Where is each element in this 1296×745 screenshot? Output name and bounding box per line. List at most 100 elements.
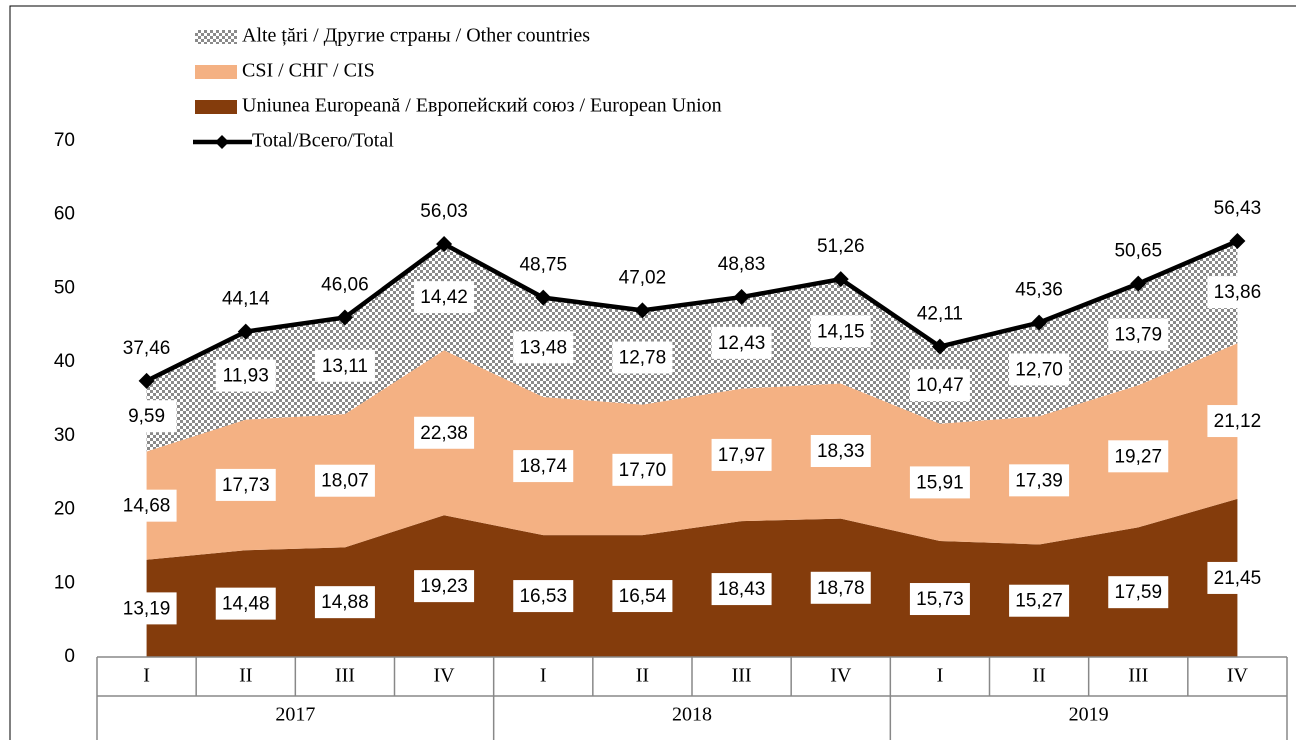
- data-label: 14,88: [321, 592, 369, 613]
- label-box: [116, 400, 177, 433]
- label-box: [414, 281, 475, 314]
- label-box: [314, 464, 375, 497]
- total-marker: [436, 235, 453, 252]
- label-box: [810, 315, 871, 348]
- data-label: 19,27: [1114, 446, 1162, 467]
- data-label: 15,27: [1015, 591, 1063, 612]
- label-box: [909, 466, 970, 499]
- label-box: [909, 369, 970, 402]
- x-tick-label: II: [1032, 665, 1045, 687]
- data-label: 48,75: [519, 255, 567, 276]
- data-label: 21,45: [1214, 568, 1262, 589]
- legend-label: Uniunea Europeană / Европейский союз / E…: [242, 95, 722, 117]
- label-box: [314, 349, 375, 382]
- data-label: 13,11: [322, 356, 368, 377]
- label-box: [810, 571, 871, 604]
- label-box: [513, 580, 574, 613]
- label-box: [1108, 318, 1169, 351]
- total-marker: [1130, 275, 1147, 292]
- label-box: [612, 341, 673, 374]
- data-label: 50,65: [1114, 241, 1162, 262]
- data-label: 11,93: [223, 366, 269, 387]
- data-label: 19,23: [420, 576, 468, 597]
- data-label: 21,12: [1214, 411, 1262, 432]
- year-label: 2017: [275, 704, 315, 726]
- x-tick-label: III: [335, 665, 355, 687]
- data-label: 9,59: [128, 406, 165, 427]
- data-label: 14,68: [123, 496, 171, 517]
- data-label: 13,48: [519, 337, 567, 358]
- data-label: 16,53: [519, 586, 567, 607]
- x-tick-label: I: [143, 665, 150, 687]
- x-tick-label: II: [636, 665, 649, 687]
- data-label: 14,15: [817, 321, 865, 342]
- label-box: [711, 326, 772, 359]
- data-label: 12,78: [619, 348, 667, 369]
- label-box: [1009, 464, 1070, 497]
- legend-swatch: [195, 100, 237, 114]
- label-box: [215, 468, 276, 501]
- total-marker: [237, 323, 254, 340]
- label-box: [116, 489, 177, 522]
- label-box: [1207, 405, 1268, 438]
- total-marker: [931, 338, 948, 355]
- area: [146, 343, 1238, 560]
- total-marker: [1229, 233, 1246, 250]
- data-label: 13,19: [123, 598, 171, 619]
- data-label: 12,43: [718, 333, 766, 354]
- label-box: [513, 450, 574, 483]
- data-label: 17,70: [619, 460, 667, 481]
- label-box: [116, 592, 177, 625]
- total-marker: [1031, 314, 1048, 331]
- label-box: [414, 416, 475, 449]
- frame: [9, 5, 1296, 745]
- total-marker: [535, 289, 552, 306]
- data-label: 15,91: [916, 472, 964, 493]
- y-tick-label: 40: [54, 351, 75, 372]
- label-box: [414, 570, 475, 603]
- data-label: 17,73: [222, 475, 270, 496]
- y-tick-label: 30: [54, 425, 75, 446]
- data-label: 18,07: [321, 471, 369, 492]
- total-marker: [634, 302, 651, 319]
- label-box: [1207, 561, 1268, 594]
- total-marker: [336, 309, 353, 326]
- total-marker: [733, 289, 750, 306]
- data-label: 44,14: [222, 289, 270, 310]
- label-box: [909, 583, 970, 616]
- x-tick-label: IV: [434, 665, 456, 687]
- data-label: 18,74: [519, 456, 567, 477]
- y-tick-label: 70: [54, 130, 75, 151]
- year-label: 2019: [1069, 704, 1109, 726]
- x-tick-label: I: [540, 665, 547, 687]
- data-label: 42,11: [917, 304, 963, 325]
- label-box: [1009, 584, 1070, 617]
- data-label: 13,86: [1214, 282, 1262, 303]
- data-label: 18,33: [817, 441, 865, 462]
- legend-swatch: [195, 65, 237, 79]
- data-label: 17,97: [718, 445, 766, 466]
- data-label: 51,26: [817, 236, 865, 257]
- total-marker: [832, 271, 849, 288]
- label-box: [711, 573, 772, 606]
- data-label: 48,83: [718, 254, 766, 275]
- data-label: 22,38: [420, 423, 468, 444]
- data-label: 56,43: [1214, 198, 1262, 219]
- label-box: [1207, 276, 1268, 309]
- legend-marker: [215, 135, 229, 149]
- label-box: [215, 587, 276, 620]
- data-label: 37,46: [123, 338, 171, 359]
- data-label: 10,47: [916, 375, 964, 396]
- label-box: [215, 359, 276, 392]
- data-label: 47,02: [619, 267, 667, 288]
- data-label: 16,54: [619, 586, 667, 607]
- x-tick-label: III: [1128, 665, 1148, 687]
- data-label: 17,59: [1114, 582, 1162, 603]
- label-box: [513, 331, 574, 364]
- legend-swatch: [195, 30, 237, 44]
- label-box: [612, 453, 673, 486]
- x-tick-label: IV: [1227, 665, 1249, 687]
- y-tick-label: 20: [54, 499, 75, 520]
